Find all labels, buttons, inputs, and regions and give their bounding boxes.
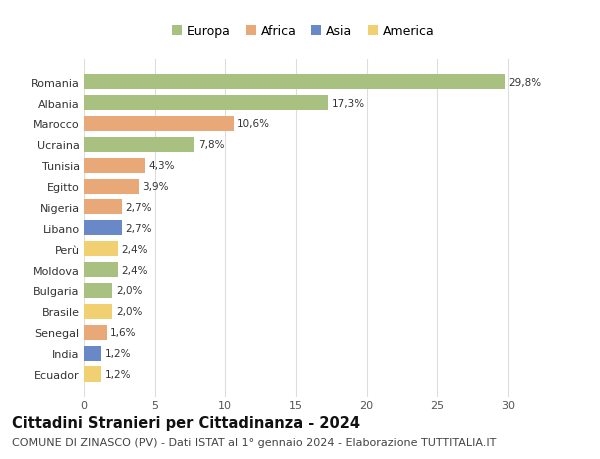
Text: 2,7%: 2,7% — [125, 202, 152, 213]
Text: 1,6%: 1,6% — [110, 328, 137, 337]
Bar — [84, 117, 234, 132]
Text: 2,7%: 2,7% — [125, 224, 152, 233]
Text: 2,0%: 2,0% — [116, 307, 142, 317]
Text: 29,8%: 29,8% — [509, 78, 542, 88]
Text: 1,2%: 1,2% — [104, 348, 131, 358]
Text: 1,2%: 1,2% — [104, 369, 131, 379]
Bar — [84, 200, 122, 215]
Bar — [84, 325, 107, 340]
Text: 2,4%: 2,4% — [121, 265, 148, 275]
Text: 2,4%: 2,4% — [121, 244, 148, 254]
Bar — [84, 138, 194, 152]
Bar — [84, 283, 112, 298]
Text: 4,3%: 4,3% — [148, 161, 175, 171]
Text: 7,8%: 7,8% — [198, 140, 224, 150]
Bar — [84, 367, 101, 382]
Legend: Europa, Africa, Asia, America: Europa, Africa, Asia, America — [172, 25, 434, 39]
Text: 3,9%: 3,9% — [143, 182, 169, 192]
Text: 17,3%: 17,3% — [332, 98, 365, 108]
Bar — [84, 158, 145, 174]
Text: Cittadini Stranieri per Cittadinanza - 2024: Cittadini Stranieri per Cittadinanza - 2… — [12, 415, 360, 431]
Bar — [84, 96, 328, 111]
Bar — [84, 179, 139, 194]
Text: COMUNE DI ZINASCO (PV) - Dati ISTAT al 1° gennaio 2024 - Elaborazione TUTTITALIA: COMUNE DI ZINASCO (PV) - Dati ISTAT al 1… — [12, 437, 496, 447]
Bar — [84, 221, 122, 236]
Bar — [84, 304, 112, 319]
Text: 2,0%: 2,0% — [116, 286, 142, 296]
Text: 10,6%: 10,6% — [238, 119, 271, 129]
Bar — [84, 346, 101, 361]
Bar — [84, 263, 118, 278]
Bar — [84, 75, 505, 90]
Bar — [84, 242, 118, 257]
